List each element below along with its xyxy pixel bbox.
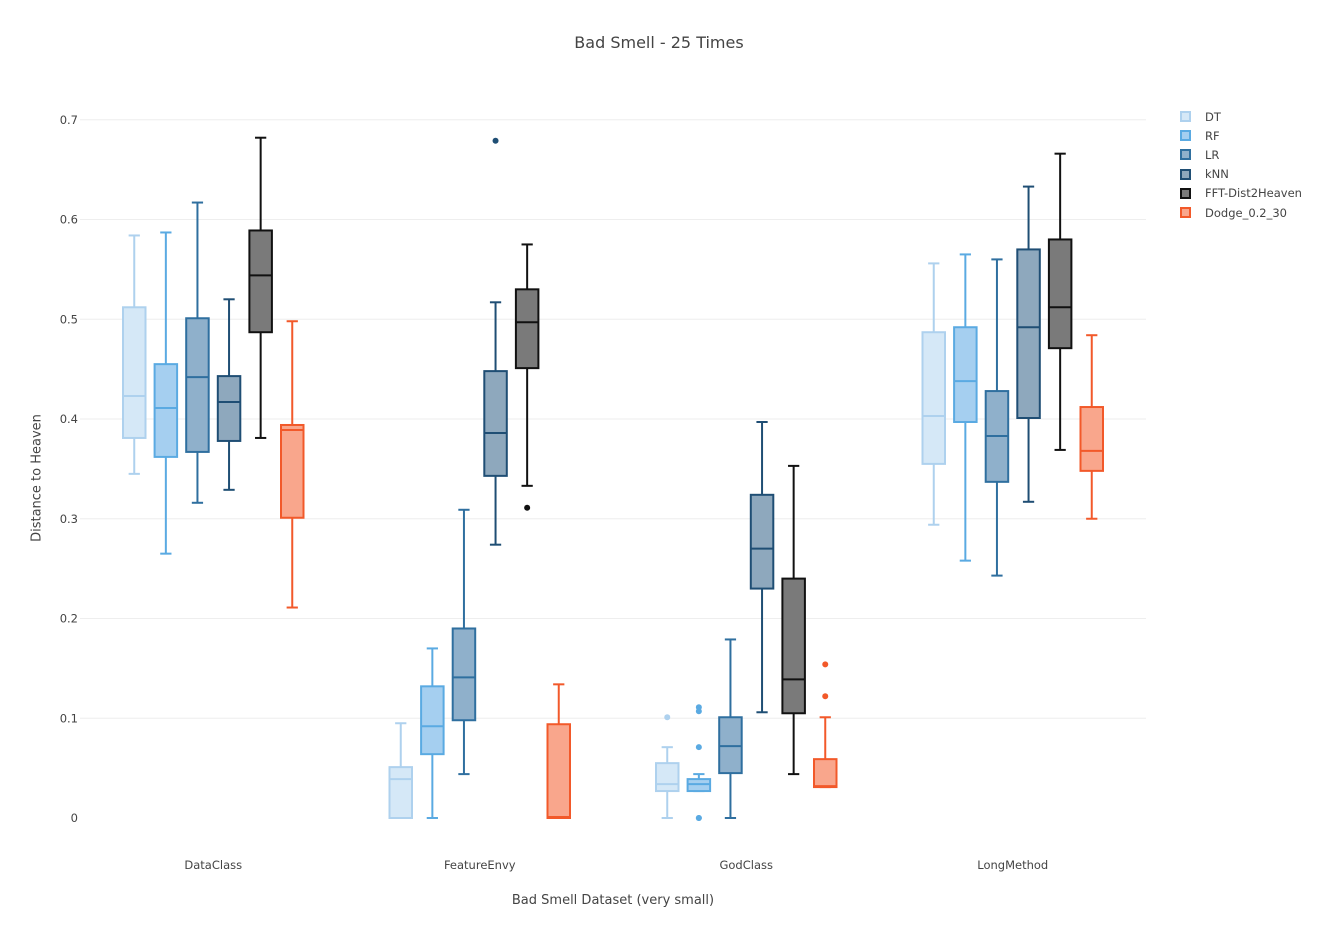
legend-swatch [1180,187,1191,199]
box [153,363,179,458]
box [655,762,680,793]
box [749,493,775,590]
legend: DT RF LR kNN FFT-Dist2Heaven Dodge_0.2_30 [1180,107,1302,222]
y-tick-label: 0.6 [60,213,78,227]
x-tick-label: FeatureEnvy [444,858,516,872]
box [280,423,305,519]
box [546,723,571,819]
box [420,685,445,756]
legend-label: Dodge_0.2_30 [1205,205,1287,220]
outlier-point [664,714,671,721]
box [122,306,147,439]
box [781,577,806,715]
legend-label: kNN [1205,167,1229,182]
legend-item[interactable]: DT [1180,107,1302,126]
box [216,375,242,442]
box [813,758,838,789]
legend-item[interactable]: FFT-Dist2Heaven [1180,184,1302,203]
outlier-point [695,815,702,821]
y-tick-label: 0.2 [60,612,78,626]
y-tick-label: 0.5 [60,312,78,326]
y-tick-label: 0 [71,811,78,825]
x-tick-label: LongMethod [977,858,1048,872]
legend-item[interactable]: kNN [1180,165,1302,184]
legend-item[interactable]: LR [1180,145,1302,164]
outlier-point [695,708,702,715]
legend-swatch [1180,149,1191,161]
legend-label: RF [1205,128,1220,143]
legend-swatch [1180,168,1191,180]
legend-swatch [1180,111,1191,123]
x-axis-label: Bad Smell Dataset (very small) [511,893,715,908]
box [388,766,413,820]
outlier-point [492,137,499,144]
outlier-point [524,504,531,511]
box [185,317,210,453]
x-tick-label: GodClass [719,858,773,872]
outlier-point [822,693,829,700]
chart-title: Bad Smell - 25 Times [574,33,744,52]
box [248,229,273,334]
y-tick-label: 0.3 [60,512,78,526]
box [1079,406,1104,472]
box [514,288,540,370]
legend-item[interactable]: RF [1180,126,1302,145]
legend-swatch [1180,130,1191,142]
box [921,331,946,465]
legend-swatch [1180,207,1191,219]
box [451,627,477,722]
outlier-point [822,661,829,668]
x-tick-label: DataClass [184,858,242,872]
box [953,326,978,423]
y-tick-label: 0.1 [60,711,78,725]
legend-label: FFT-Dist2Heaven [1205,186,1302,201]
legend-label: DT [1205,109,1221,124]
box [1047,238,1073,350]
outlier-point [695,744,702,751]
legend-label: LR [1205,147,1220,162]
y-tick-label: 0.7 [60,113,78,127]
y-tick-label: 0.4 [60,412,78,426]
box [483,370,508,477]
box [1016,248,1041,420]
legend-item[interactable]: Dodge_0.2_30 [1180,203,1302,222]
